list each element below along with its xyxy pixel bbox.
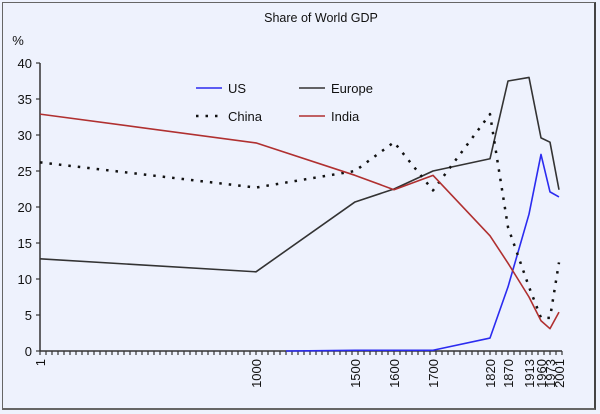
x-tick-label: 1600 — [387, 359, 402, 388]
y-tick-label: 5 — [25, 308, 32, 323]
series-line-europe — [39, 76, 560, 273]
x-tick-label: 1700 — [426, 359, 441, 388]
legend-item-india: India — [299, 109, 360, 124]
series-line-us — [285, 153, 560, 352]
series-line-india — [39, 113, 560, 330]
legend-label: Europe — [331, 81, 373, 96]
series-europe — [39, 76, 560, 273]
y-tick-label: 25 — [18, 164, 32, 179]
series-china — [39, 112, 561, 320]
y-tick-label: 40 — [18, 56, 32, 71]
legend: US Europe China India — [196, 81, 373, 124]
x-tick-label: 1913 — [522, 359, 537, 388]
axes: 0 5 10 15 20 25 30 35 40 1 1000 1500 1600 1700 1820 187… — [18, 56, 567, 388]
x-tick-label: 1960 — [534, 359, 549, 388]
chart-title: Share of World GDP — [264, 11, 378, 25]
legend-label: China — [228, 109, 263, 124]
y-tick-label: 15 — [18, 236, 32, 251]
x-tick-label: 1820 — [483, 359, 498, 388]
legend-item-europe: Europe — [299, 81, 373, 96]
x-tick-label: 1870 — [501, 359, 516, 388]
x-tick-label: 1000 — [249, 359, 264, 388]
series-us — [285, 153, 560, 352]
y-tick-label: 30 — [18, 128, 32, 143]
legend-label: US — [228, 81, 246, 96]
y-tick-label: 35 — [18, 92, 32, 107]
x-tick-label: 1 — [33, 359, 48, 366]
chart-frame — [2, 2, 596, 410]
legend-item-us: US — [196, 81, 246, 96]
y-axis-label: % — [12, 33, 24, 48]
series-layer — [39, 76, 561, 352]
x-tick-label: 1500 — [348, 359, 363, 388]
x-tick-label: 1973 — [543, 359, 558, 388]
series-india — [39, 113, 560, 330]
legend-label: India — [331, 109, 360, 124]
series-line-china — [39, 112, 561, 320]
y-tick-label: 0 — [25, 344, 32, 359]
y-tick-label: 10 — [18, 272, 32, 287]
legend-item-china: China — [196, 109, 263, 124]
x-tick-label: 2001 — [552, 359, 567, 388]
y-tick-label: 20 — [18, 200, 32, 215]
